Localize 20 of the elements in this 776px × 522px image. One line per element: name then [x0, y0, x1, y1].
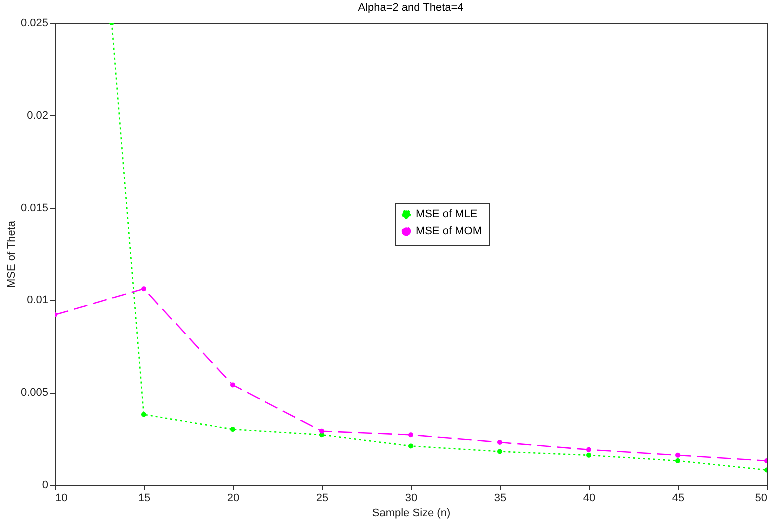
x-tick-label: 50: [755, 492, 768, 504]
chart-title: Alpha=2 and Theta=4: [358, 2, 464, 14]
y-tick-label: 0: [42, 480, 48, 492]
x-tick-label: 45: [672, 492, 685, 504]
legend-label: MSE of MLE: [416, 208, 478, 220]
x-tick-label: 25: [316, 492, 329, 504]
y-tick-label: 0.01: [27, 294, 48, 307]
y-tick-label: 0.015: [20, 202, 48, 214]
y-tick-label: 0.025: [20, 18, 48, 30]
y-tick-label: 0.005: [20, 387, 48, 400]
x-axis-title: Sample Size (n): [372, 508, 451, 520]
x-tick-label: 40: [583, 492, 596, 504]
x-tick-label: 15: [138, 492, 151, 504]
x-tick-label: 20: [227, 492, 240, 504]
x-tick-label: 10: [56, 492, 68, 504]
y-tick-label: 0.02: [27, 110, 48, 122]
y-axis-title: MSE of Theta: [6, 220, 18, 288]
x-tick-label: 30: [405, 492, 418, 504]
legend-label: MSE of MOM: [416, 226, 482, 238]
x-tick-label: 35: [494, 492, 507, 504]
